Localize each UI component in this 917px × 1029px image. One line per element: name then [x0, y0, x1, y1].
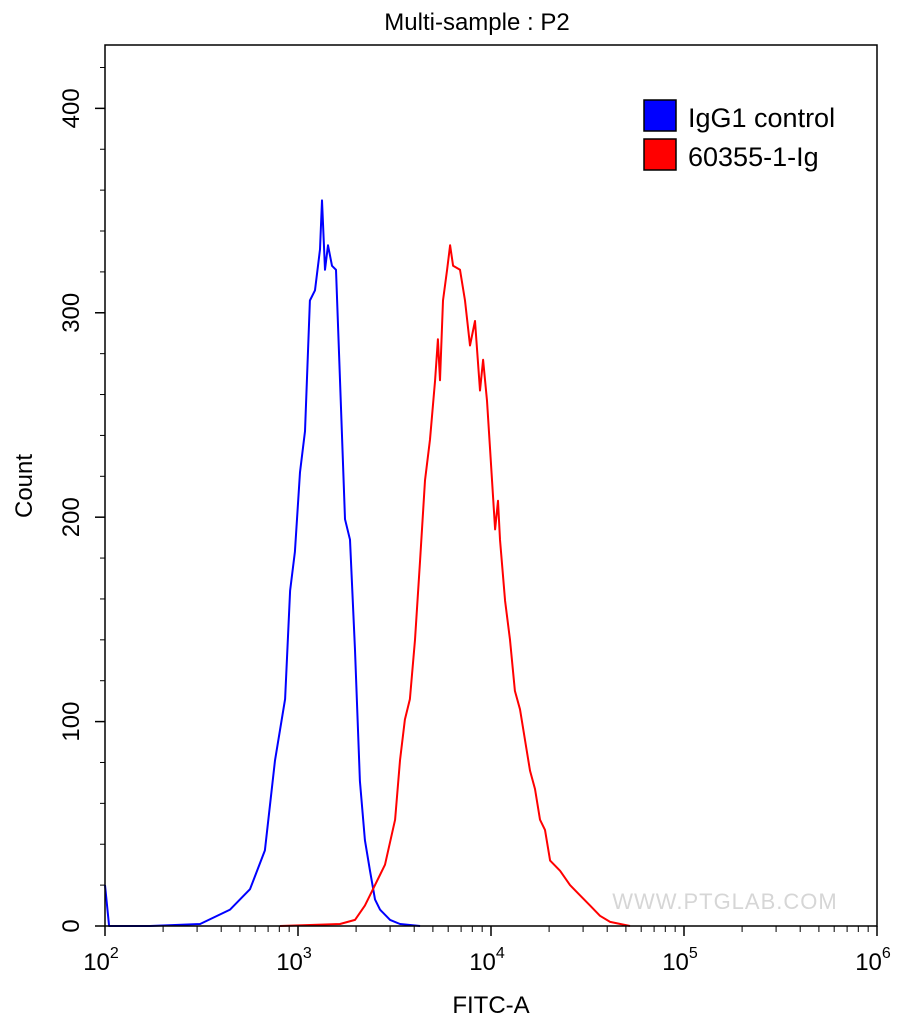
- legend: IgG1 control 60355-1-Ig: [643, 99, 835, 172]
- chart-title: Multi-sample : P2: [384, 9, 569, 36]
- y-tick-label: 0: [58, 919, 85, 932]
- legend-swatch: [643, 99, 677, 132]
- y-tick-label: 300: [58, 293, 85, 333]
- x-tick-label: 103: [276, 945, 312, 976]
- legend-label: 60355-1-Ig: [688, 142, 819, 172]
- y-tick-label: 200: [58, 497, 85, 537]
- x-tick-label: 102: [83, 945, 119, 976]
- legend-label: IgG1 control: [688, 103, 835, 133]
- series-line-60355-1-ig: [279, 244, 631, 927]
- y-tick-label: 100: [58, 702, 85, 742]
- legend-swatch: [643, 138, 677, 171]
- x-tick-label: 106: [855, 945, 891, 976]
- plot-frame: [104, 44, 878, 927]
- series-line-igg1-control: [104, 199, 421, 927]
- y-axis-label: Count: [11, 454, 38, 518]
- x-tick-label: 104: [469, 945, 505, 976]
- x-tick-label: 105: [662, 945, 698, 976]
- x-axis-label: FITC-A: [452, 992, 529, 1019]
- watermark: WWW.PTGLAB.COM: [612, 889, 837, 914]
- y-tick-label: 400: [58, 88, 85, 128]
